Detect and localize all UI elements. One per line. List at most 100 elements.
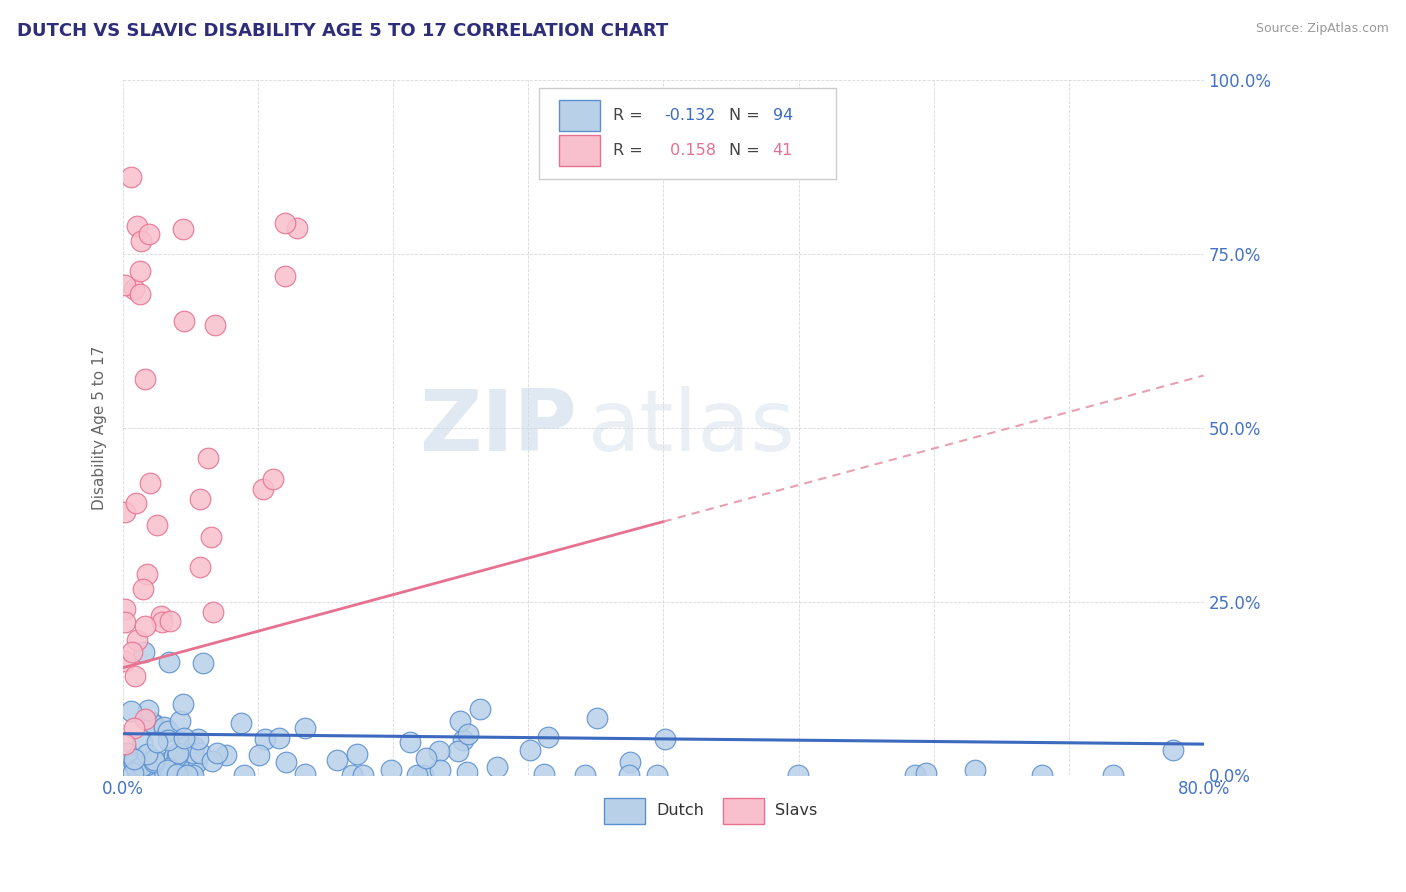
Point <box>122 758 145 772</box>
Point <box>346 747 368 762</box>
Point <box>122 751 145 765</box>
Point <box>172 697 194 711</box>
Point <box>262 472 284 486</box>
Point <box>352 768 374 782</box>
Point <box>786 768 808 782</box>
Point <box>146 518 169 533</box>
Point <box>188 747 211 761</box>
Text: atlas: atlas <box>588 386 796 469</box>
Point <box>114 655 136 669</box>
Point <box>173 731 195 745</box>
Point <box>142 757 165 772</box>
Point <box>294 721 316 735</box>
Point <box>134 713 156 727</box>
Text: N =: N = <box>730 143 765 158</box>
Point <box>122 721 145 735</box>
Point <box>134 372 156 386</box>
FancyBboxPatch shape <box>540 87 837 179</box>
Point <box>172 221 194 235</box>
Point <box>156 763 179 777</box>
Point <box>457 727 479 741</box>
Point <box>654 732 676 747</box>
Point <box>166 766 188 780</box>
Point <box>202 605 225 619</box>
Point <box>135 758 157 772</box>
Point <box>427 744 450 758</box>
Point <box>125 219 148 233</box>
Point <box>231 716 253 731</box>
Point <box>254 732 277 747</box>
Point <box>274 269 297 284</box>
Point <box>114 615 136 629</box>
Point <box>157 761 180 775</box>
Point <box>188 560 211 574</box>
FancyBboxPatch shape <box>723 797 763 824</box>
Point <box>134 645 156 659</box>
Point <box>252 482 274 496</box>
Text: Dutch: Dutch <box>657 804 704 818</box>
FancyBboxPatch shape <box>558 100 600 131</box>
Point <box>166 758 188 772</box>
Point <box>166 749 188 764</box>
Point <box>533 767 555 781</box>
Point <box>183 739 205 754</box>
Point <box>127 764 149 778</box>
Point <box>537 730 560 744</box>
Text: Slavs: Slavs <box>775 804 817 818</box>
Point <box>340 768 363 782</box>
Point <box>129 234 152 248</box>
Point <box>285 220 308 235</box>
Point <box>139 764 162 779</box>
Point <box>399 735 422 749</box>
Point <box>181 746 204 760</box>
Point <box>181 762 204 776</box>
Point <box>115 746 138 760</box>
Point <box>143 717 166 731</box>
Point <box>446 744 468 758</box>
Point <box>963 763 986 777</box>
Point <box>163 748 186 763</box>
Text: Source: ZipAtlas.com: Source: ZipAtlas.com <box>1256 22 1389 36</box>
Point <box>120 704 142 718</box>
Point <box>122 756 145 771</box>
Point <box>181 768 204 782</box>
Point <box>247 747 270 762</box>
Point <box>122 766 145 780</box>
Point <box>415 750 437 764</box>
Point <box>134 619 156 633</box>
Point <box>127 633 149 648</box>
Text: 41: 41 <box>772 143 793 158</box>
Point <box>586 710 609 724</box>
Point <box>114 278 136 293</box>
Point <box>207 746 229 760</box>
Point <box>574 768 596 782</box>
Point <box>406 768 429 782</box>
Point <box>150 615 173 629</box>
Point <box>143 754 166 768</box>
Point <box>128 287 150 301</box>
Point <box>214 747 236 762</box>
Point <box>146 735 169 749</box>
Point <box>157 732 180 747</box>
Point <box>276 755 298 769</box>
Point <box>449 714 471 728</box>
Point <box>169 714 191 728</box>
FancyBboxPatch shape <box>558 135 600 166</box>
Point <box>1161 743 1184 757</box>
Point <box>122 282 145 296</box>
Point <box>1031 768 1053 782</box>
Point <box>148 766 170 780</box>
Text: DUTCH VS SLAVIC DISABILITY AGE 5 TO 17 CORRELATION CHART: DUTCH VS SLAVIC DISABILITY AGE 5 TO 17 C… <box>17 22 668 40</box>
Point <box>619 755 641 769</box>
Point <box>325 752 347 766</box>
Point <box>617 768 640 782</box>
Point <box>173 314 195 328</box>
Point <box>451 732 474 747</box>
Point <box>142 755 165 769</box>
Point <box>903 768 925 782</box>
Point <box>232 768 254 782</box>
Point <box>139 715 162 730</box>
Point <box>429 763 451 777</box>
Point <box>380 764 402 778</box>
Point <box>153 764 176 778</box>
